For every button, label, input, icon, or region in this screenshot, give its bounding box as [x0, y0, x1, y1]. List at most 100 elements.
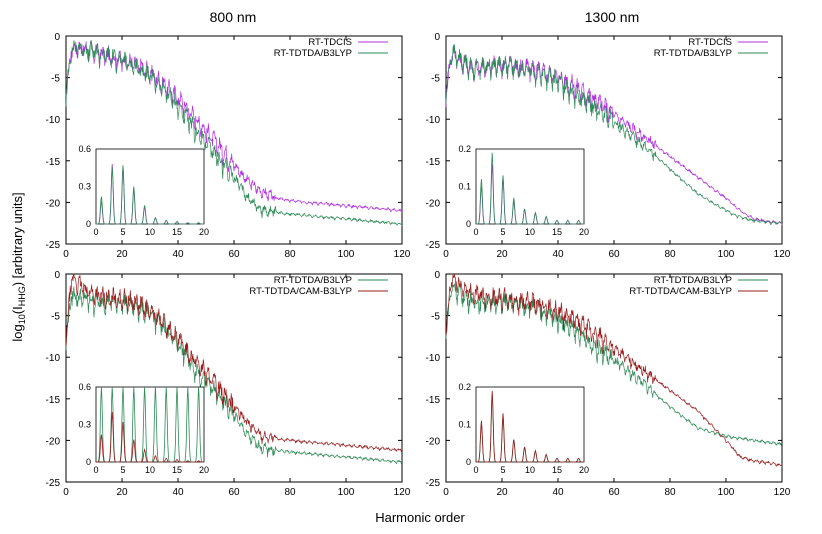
- x-tick-label: 60: [228, 487, 240, 498]
- inset-x-tick-label: 5: [120, 227, 125, 237]
- inset-x-tick-label: 5: [500, 227, 505, 237]
- inset-series-line-rt-tdtda-cam-b3lyp: [96, 411, 204, 463]
- series-line-rt-tdcis: [65, 40, 403, 213]
- x-tick-label: 40: [552, 487, 564, 498]
- x-tick-label: 0: [63, 487, 69, 498]
- y-tick-label: -25: [426, 478, 441, 489]
- x-tick-label: 60: [608, 249, 620, 260]
- x-tick-label: 20: [496, 249, 508, 260]
- inset: 0 5 10 15 20 0 0.3 0.6: [78, 382, 209, 475]
- column-title-1300nm: 1300 nm: [585, 9, 639, 25]
- x-tick-label: 40: [552, 249, 564, 260]
- x-tick-label: 80: [664, 487, 676, 498]
- x-axis-label: Harmonic order: [375, 510, 465, 525]
- inset-x-tick-label: 0: [93, 227, 98, 237]
- x-tick-label: 120: [394, 487, 411, 498]
- inset-series-line-rt-tdtda-b3lyp: [96, 165, 204, 225]
- x-tick-label: 120: [394, 249, 411, 260]
- series-line-rt-tdtda-b3lyp: [65, 39, 403, 226]
- y-tick-label: -20: [426, 436, 441, 447]
- inset-y-tick-label: 0: [86, 457, 91, 467]
- y-tick-label: -20: [46, 198, 61, 209]
- inset-y-tick-label: 0.2: [458, 382, 471, 392]
- inset-x-tick-label: 20: [199, 227, 209, 237]
- y-tick-label: -15: [426, 395, 441, 406]
- y-tick-label: -5: [51, 312, 60, 323]
- inset-x-tick-label: 20: [579, 227, 589, 237]
- panels-group: 0 20 40 60 80 100 1200-5-10-15-20-25RT-TDCISRT…: [46, 32, 791, 498]
- column-title-800nm: 800 nm: [210, 9, 257, 25]
- y-tick-label: -25: [426, 240, 441, 251]
- panel-top-left: 0 20 40 60 80 100 1200-5-10-15-20-25RT-TDCISRT…: [46, 32, 411, 260]
- x-tick-label: 20: [496, 487, 508, 498]
- series-line-rt-tdtda-b3lyp: [445, 44, 783, 226]
- panel-top-right: 0 20 40 60 80 100 1200-5-10-15-20-25RT-TDCISRT…: [426, 32, 791, 260]
- inset-x-tick-label: 15: [172, 465, 182, 475]
- y-tick-label: -10: [46, 353, 61, 364]
- inset-y-tick-label: 0.6: [78, 382, 91, 392]
- legend-label: RT-TDCIS: [308, 37, 352, 48]
- series-line-rt-tdtda-cam-b3lyp: [65, 273, 403, 452]
- x-tick-label: 100: [718, 249, 735, 260]
- y-tick-label: -5: [431, 74, 440, 85]
- x-tick-label: 80: [664, 249, 676, 260]
- inset-x-tick-label: 10: [525, 465, 535, 475]
- x-tick-label: 120: [774, 487, 791, 498]
- x-tick-label: 100: [338, 249, 355, 260]
- inset-x-tick-label: 15: [172, 227, 182, 237]
- inset-series-line-rt-tdtda-b3lyp: [476, 152, 584, 225]
- legend-label: RT-TDTDA/B3LYP: [654, 48, 732, 59]
- inset-y-tick-label: 0.2: [458, 144, 471, 154]
- ylabel-log: log: [10, 324, 25, 341]
- panel-bottom-left: 0 20 40 60 80 100 1200-5-10-15-20-25RT-TDTDA/B…: [46, 270, 411, 498]
- x-tick-label: 40: [172, 249, 184, 260]
- y-tick-label: 0: [434, 270, 440, 281]
- y-tick-label: -5: [51, 74, 60, 85]
- inset-x-tick-label: 10: [145, 465, 155, 475]
- inset-y-tick-label: 0.3: [78, 182, 91, 192]
- ylabel-subhhg: HHG: [17, 286, 27, 306]
- x-tick-label: 80: [284, 249, 296, 260]
- legend-label: RT-TDCIS: [688, 37, 732, 48]
- ylabel-open: (I: [10, 306, 25, 314]
- y-tick-label: 0: [434, 32, 440, 43]
- inset-x-tick-label: 10: [145, 227, 155, 237]
- y-tick-label: -25: [46, 240, 61, 251]
- y-tick-label: -5: [431, 312, 440, 323]
- inset-x-tick-label: 0: [473, 465, 478, 475]
- inset-y-tick-label: 0: [466, 457, 471, 467]
- inset: 0 5 10 15 20 0 0.1 0.2: [458, 382, 589, 475]
- y-tick-label: -25: [46, 478, 61, 489]
- y-tick-label: -15: [46, 157, 61, 168]
- legend-label: RT-TDTDA/CAM-B3LYP: [629, 286, 732, 297]
- x-tick-label: 20: [116, 249, 128, 260]
- series-line-rt-tdtda-cam-b3lyp: [445, 273, 783, 467]
- y-tick-label: -20: [426, 198, 441, 209]
- inset-series-line-rt-tdtda-cam-b3lyp: [476, 390, 584, 463]
- panel-bottom-right: 0 20 40 60 80 100 1200-5-10-15-20-25RT-TDTDA/B…: [426, 270, 791, 498]
- inset-x-tick-label: 0: [473, 227, 478, 237]
- x-tick-label: 0: [63, 249, 69, 260]
- series-line-rt-tdcis: [445, 46, 783, 226]
- y-axis-label: log10(IHHG) [arbitrary units]: [10, 192, 27, 341]
- x-tick-label: 60: [608, 487, 620, 498]
- inset-frame: [95, 386, 205, 463]
- inset-x-tick-label: 10: [525, 227, 535, 237]
- y-tick-label: 0: [54, 32, 60, 43]
- inset-y-tick-label: 0: [466, 219, 471, 229]
- y-tick-label: -20: [46, 436, 61, 447]
- x-tick-label: 40: [172, 487, 184, 498]
- x-tick-label: 0: [443, 249, 449, 260]
- inset-y-tick-label: 0: [86, 219, 91, 229]
- inset-y-tick-label: 0.3: [78, 420, 91, 430]
- inset-x-tick-label: 5: [120, 465, 125, 475]
- legend-label: RT-TDTDA/B3LYP: [274, 275, 352, 286]
- inset-x-tick-label: 20: [199, 465, 209, 475]
- x-tick-label: 80: [284, 487, 296, 498]
- inset: 0 5 10 15 20 0 0.1 0.2: [458, 144, 589, 237]
- inset-y-tick-label: 0.6: [78, 144, 91, 154]
- y-tick-label: 0: [54, 270, 60, 281]
- inset-x-tick-label: 20: [579, 465, 589, 475]
- x-tick-label: 20: [116, 487, 128, 498]
